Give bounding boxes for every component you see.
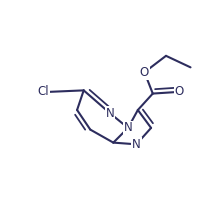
Text: N: N — [124, 121, 132, 134]
Text: N: N — [132, 138, 141, 151]
Text: O: O — [140, 66, 149, 79]
Text: O: O — [174, 85, 184, 98]
Text: N: N — [106, 107, 114, 120]
Text: Cl: Cl — [38, 85, 49, 98]
